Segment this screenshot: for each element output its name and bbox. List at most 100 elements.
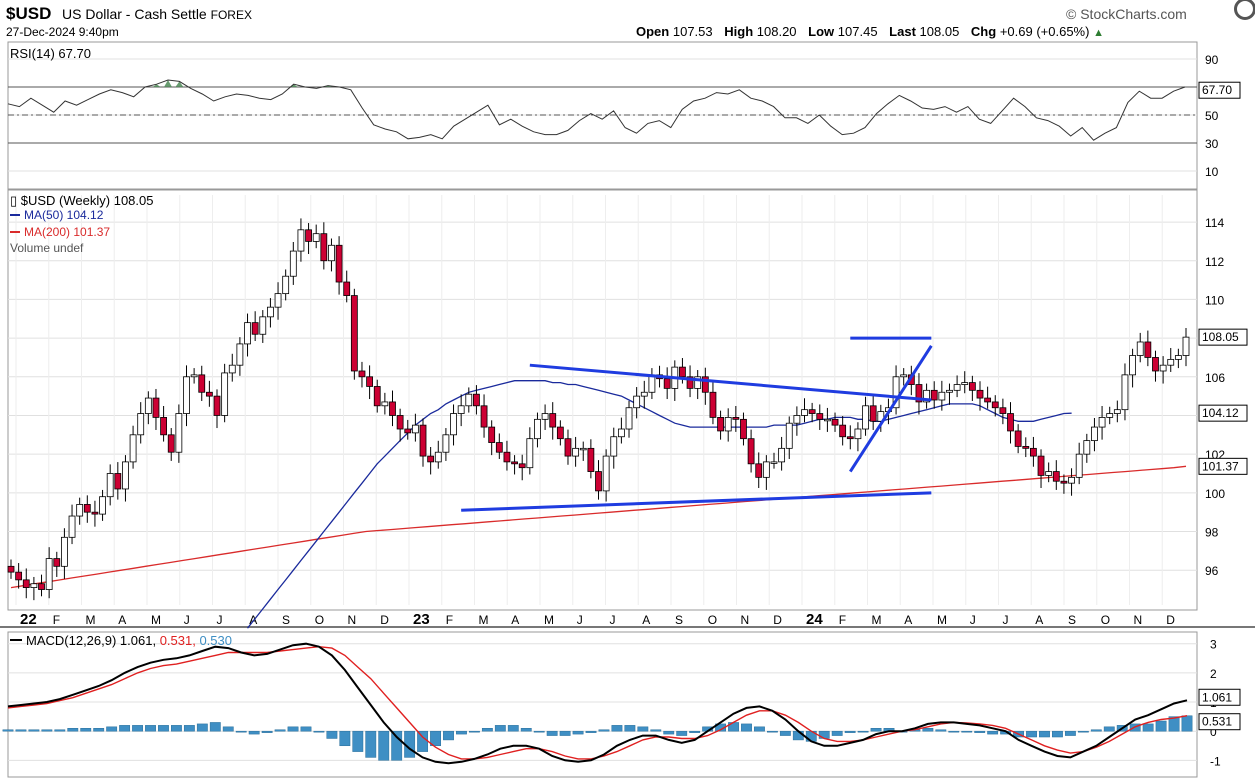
candle-body — [518, 463, 526, 469]
macd-histogram-bar — [2, 729, 14, 732]
macd-histogram-bar — [183, 725, 195, 732]
candle-body — [816, 413, 824, 420]
x-axis-label: M — [151, 613, 161, 627]
ma200-last-label: 101.37 — [1202, 459, 1239, 473]
macd-histogram-bar — [585, 730, 597, 733]
candle-body — [556, 426, 564, 440]
candle-body — [396, 415, 404, 430]
candle-body — [144, 397, 152, 414]
macd-histogram-bar — [766, 730, 778, 733]
candle-body — [770, 461, 778, 464]
x-axis-label: 23 — [413, 611, 430, 628]
macd-histogram-bar — [54, 729, 66, 732]
macd-histogram-bar — [1039, 730, 1050, 738]
candle-body — [251, 322, 259, 335]
candle-body — [663, 378, 671, 389]
signal-last-label-box — [1198, 713, 1241, 731]
candle-body — [602, 455, 610, 492]
macd-last-label-box — [1198, 688, 1241, 706]
candle-body — [205, 391, 213, 397]
candle-body — [694, 376, 702, 389]
candle-body — [1121, 374, 1129, 411]
macd-histogram-bar — [430, 730, 441, 747]
macd-histogram-bar — [818, 730, 830, 739]
candle-body — [541, 413, 549, 420]
macd-histogram-bar — [663, 730, 675, 735]
candle-body — [335, 244, 343, 283]
lower-triangle-line — [461, 491, 932, 512]
low-value: 107.45 — [837, 24, 878, 39]
candle-body — [999, 407, 1007, 414]
candle-body — [732, 417, 740, 420]
x-axis-label: D — [773, 613, 782, 627]
candle-body — [244, 322, 251, 345]
macd-histogram-bar — [106, 726, 118, 732]
macd-histogram-bar — [481, 728, 493, 732]
candle-body — [648, 374, 656, 393]
price-ytick-label: 106 — [1205, 371, 1225, 385]
ticker-symbol: $USD — [6, 4, 52, 23]
macd-histogram-bar — [844, 730, 856, 733]
candle-body — [831, 418, 839, 426]
candle-body — [930, 389, 938, 401]
x-axis-label: N — [348, 613, 357, 627]
macd-histogram-bar — [974, 730, 986, 733]
last-value: 108.05 — [919, 24, 960, 39]
rsi-last-label-box — [1198, 81, 1241, 99]
candle-body — [137, 413, 145, 436]
macd-histogram-bar — [546, 730, 558, 736]
candle-body — [53, 558, 61, 567]
macd-histogram-bar — [1155, 720, 1167, 732]
candle-body — [427, 455, 435, 463]
x-axis-label: J — [1003, 613, 1009, 627]
x-axis-label: A — [642, 613, 650, 627]
macd-histogram-bar — [468, 730, 480, 733]
candle-body — [473, 393, 480, 407]
candle-body — [282, 275, 290, 295]
candle-body — [30, 583, 38, 588]
high-value: 108.20 — [756, 24, 797, 39]
candle-body — [198, 374, 206, 393]
macd-histogram-bar — [1064, 730, 1076, 736]
candle-body — [961, 382, 969, 385]
macd-histogram-bar — [1142, 723, 1154, 732]
candle-body — [633, 395, 641, 409]
price-ytick-label: 100 — [1205, 487, 1225, 501]
macd-histogram-bar — [831, 730, 843, 736]
x-axis-label: M — [479, 613, 489, 627]
x-axis-label: S — [282, 613, 290, 627]
x-axis-label: F — [53, 613, 60, 627]
candle-body — [404, 428, 412, 434]
macd-histogram-bar — [1181, 715, 1193, 732]
candle-body — [740, 418, 747, 440]
macd-histogram-bar — [248, 730, 260, 735]
price-last-label-box — [1198, 328, 1248, 346]
candle-body — [778, 447, 786, 463]
macd-histogram-bar — [1090, 729, 1102, 732]
up-arrow-icon: ▲ — [1093, 27, 1104, 39]
candle-body — [755, 463, 763, 478]
candle-body — [45, 558, 53, 590]
candle-body — [549, 413, 557, 428]
macd-histogram-bar — [870, 728, 882, 732]
brand-credit[interactable]: © StockCharts.com — [1066, 6, 1187, 22]
macd-histogram-bar — [352, 730, 364, 752]
candle-body — [419, 424, 427, 457]
candle-body — [846, 436, 854, 440]
macd-histogram-bar — [261, 730, 273, 733]
macd-histogram-bar — [1077, 730, 1089, 733]
settings-icon[interactable] — [1234, 0, 1255, 20]
ma200-line — [10, 465, 1187, 589]
macd-line — [7, 642, 1188, 765]
macd-histogram-bar — [365, 730, 377, 758]
candle-body — [1159, 364, 1167, 372]
candle-body — [862, 405, 869, 430]
macd-histogram-bar — [313, 730, 325, 733]
candle-body — [167, 434, 175, 453]
macd-histogram-bar — [1052, 730, 1063, 738]
candle-body — [1136, 341, 1144, 356]
candle-body — [114, 473, 122, 490]
macd-histogram-bar — [754, 726, 765, 732]
candle-body — [946, 389, 953, 393]
